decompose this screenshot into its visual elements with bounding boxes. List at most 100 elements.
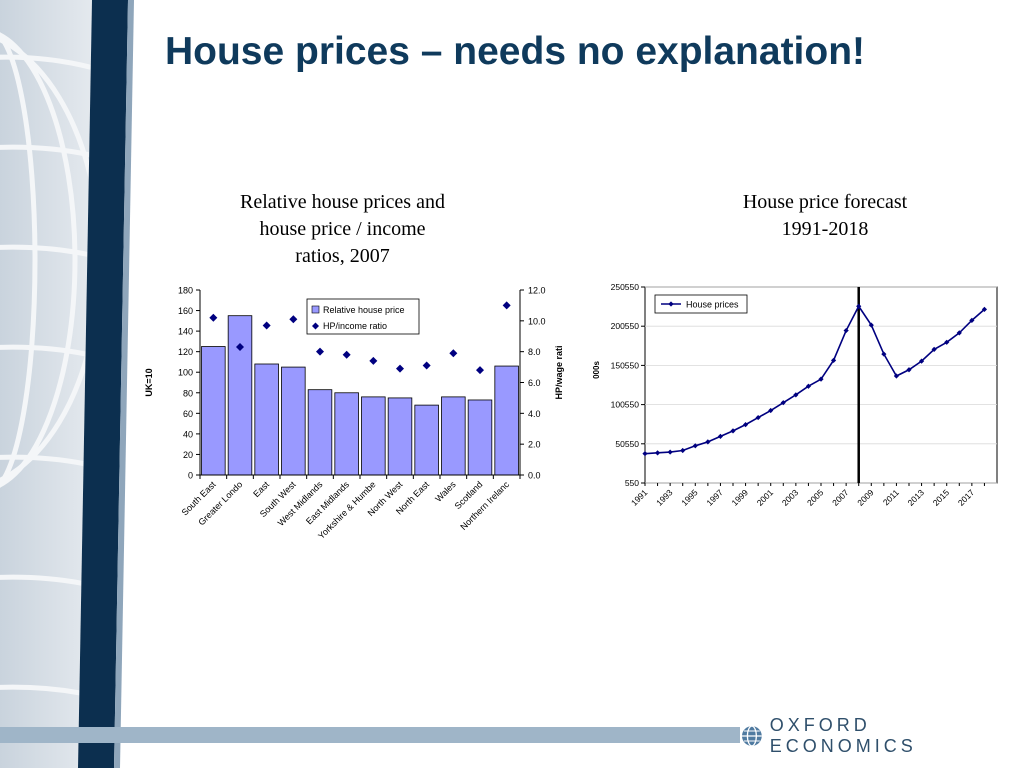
y-tick-label: 100: [178, 368, 193, 378]
left-chart-heading: Relative house prices and house price / …: [215, 189, 470, 270]
x-tick-label: 2001: [755, 487, 776, 508]
y-axis-title: UK=10: [144, 368, 154, 396]
legend-marker-swatch: [668, 301, 674, 307]
y-tick-label: 120: [178, 347, 193, 357]
y2-tick-label: 6.0: [528, 378, 541, 388]
ratio-point-1: [209, 313, 218, 322]
bar-6: [334, 392, 359, 476]
data-point-2017: [969, 317, 975, 323]
y2-tick-label: 0.0: [528, 471, 541, 481]
legend-box: [654, 294, 748, 314]
x-tick-label: 2017: [956, 487, 977, 508]
y-tick-label: 80: [183, 388, 193, 398]
ratio-point-8: [396, 364, 404, 373]
x-tick-label: 1997: [704, 487, 725, 508]
legend-label-bars: Relative house price: [323, 305, 405, 315]
x-tick-label: 2007: [830, 487, 851, 508]
data-point-2008: [856, 303, 862, 309]
y2-axis-title: HP/wage rati: [554, 345, 564, 399]
regional-house-price-chart: 0 20 40 60 80 100 120 140 160 180 0.0 2.0 4.0 6.0 8.0 1…: [144, 286, 564, 542]
data-point-2002: [780, 400, 786, 406]
y-tick-label: 160: [178, 306, 193, 316]
ratio-point-10: [449, 349, 458, 358]
legend-marker-swatch: [312, 322, 319, 330]
data-point-1998: [730, 428, 736, 434]
x-tick-label: 2005: [805, 487, 826, 508]
house-price-forecast-chart: 550 50550 100550 150550 200550 250550 1991 1993…: [592, 282, 998, 508]
x-tick-label: 2013: [906, 487, 927, 508]
y2-tick-label: 12.0: [528, 286, 546, 296]
house-price-line: [644, 304, 985, 455]
ratio-point-9: [422, 361, 431, 370]
data-point-2016: [956, 330, 962, 336]
logo-text: OXFORD ECONOMICS: [769, 715, 917, 756]
y-tick-label: 100550: [611, 400, 640, 410]
y-tick-label: 140: [178, 327, 193, 337]
y2-tick-label: 2.0: [528, 440, 541, 450]
y-tick-label: 50550: [615, 439, 639, 449]
left-heading-line-1: Relative house prices and: [240, 191, 445, 213]
y2-tick-label: 8.0: [528, 347, 541, 357]
y2-tick-label: 4.0: [528, 409, 541, 419]
x-tick-label: 1995: [679, 487, 700, 508]
data-point-2015: [944, 339, 950, 345]
bar-7: [361, 396, 386, 476]
x-tick-label: East: [251, 479, 271, 499]
bar-9: [414, 404, 439, 476]
left-heading-line-2: house price / income: [259, 218, 426, 240]
bar-12: [494, 365, 519, 476]
y-tick-label: 0: [188, 471, 193, 481]
footer-bar: [0, 727, 740, 743]
data-point-2013: [918, 358, 925, 364]
y-tick-label: 40: [183, 429, 193, 439]
legend-box: [306, 298, 420, 335]
ratio-point-12: [502, 301, 511, 310]
slide-title: House prices – needs no explanation!: [165, 30, 866, 73]
data-point-2009: [868, 322, 874, 328]
data-point-1991: [642, 451, 648, 457]
x-tick-label: 2003: [780, 487, 801, 508]
x-tick-label: 1991: [629, 487, 650, 508]
legend-label: House prices: [686, 300, 739, 310]
data-point-2011: [893, 373, 900, 379]
x-tick-label: 1999: [730, 487, 751, 508]
y-tick-label: 60: [183, 409, 193, 419]
ratio-point-4: [289, 315, 298, 324]
x-tick-label: 1993: [654, 487, 675, 508]
ratio-point-11: [476, 366, 484, 375]
left-heading-line-3: ratios, 2007: [295, 245, 390, 267]
plot-area: [644, 286, 998, 484]
x-tick-label: 2015: [931, 487, 952, 508]
legend-bar-swatch: [311, 305, 320, 314]
legend-label-ratio: HP/income ratio: [323, 321, 387, 331]
data-point-2018: [981, 306, 988, 312]
data-point-2010: [881, 351, 887, 357]
y-tick-label: 550: [625, 478, 639, 488]
y-tick-label: 150550: [611, 360, 640, 370]
bar-10: [441, 396, 466, 476]
right-chart-heading: House price forecast 1991-2018: [700, 189, 950, 243]
bar-4: [281, 366, 306, 476]
x-tick-label: Wales: [433, 479, 458, 504]
ratio-point-6: [342, 350, 351, 359]
bar-2: [227, 315, 253, 476]
data-point-2007: [843, 327, 849, 334]
ratio-point-2: [236, 343, 244, 352]
bar-1: [201, 346, 226, 476]
ratio-point-5: [316, 347, 324, 356]
oxford-economics-logo: OXFORD ECONOMICS: [740, 715, 1024, 756]
y-tick-label: 180: [178, 286, 193, 296]
ratio-point-3: [262, 321, 271, 330]
y-tick-label: 200550: [611, 321, 640, 331]
data-point-2014: [931, 346, 937, 352]
right-heading-line-2: 1991-2018: [781, 218, 869, 240]
ratio-point-7: [369, 356, 378, 365]
x-tick-label: 2009: [855, 487, 876, 508]
y-tick-label: 250550: [611, 282, 640, 292]
x-tick-label: 2011: [881, 487, 901, 507]
bar-8: [387, 397, 413, 476]
x-tick-label: Northern Irelanc: [458, 479, 511, 532]
right-heading-line-1: House price forecast: [742, 191, 908, 213]
globe-icon: [741, 725, 762, 747]
bar-3: [254, 363, 279, 476]
